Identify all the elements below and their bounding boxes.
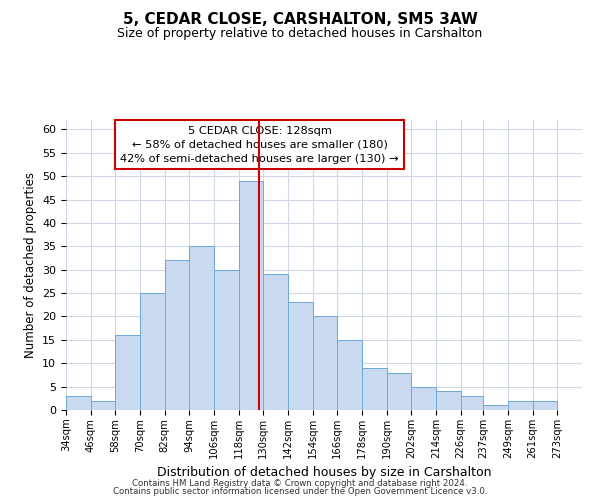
Bar (66, 396, 91, 410)
Bar (140, 293, 164, 410)
Text: Contains HM Land Registry data © Crown copyright and database right 2024.: Contains HM Land Registry data © Crown c… (132, 478, 468, 488)
Bar (533, 400, 557, 410)
Bar (387, 372, 412, 410)
Bar (337, 340, 362, 410)
Bar (362, 368, 387, 410)
Bar (214, 270, 239, 410)
Text: 5, CEDAR CLOSE, CARSHALTON, SM5 3AW: 5, CEDAR CLOSE, CARSHALTON, SM5 3AW (122, 12, 478, 28)
Bar (115, 335, 140, 410)
Bar (313, 316, 337, 410)
Bar (91, 400, 115, 410)
Text: Contains public sector information licensed under the Open Government Licence v3: Contains public sector information licen… (113, 487, 487, 496)
Bar (239, 181, 263, 410)
Y-axis label: Number of detached properties: Number of detached properties (23, 172, 37, 358)
Bar (461, 396, 484, 410)
Bar (412, 386, 436, 410)
Bar (484, 406, 508, 410)
Text: 5 CEDAR CLOSE: 128sqm
← 58% of detached houses are smaller (180)
42% of semi-det: 5 CEDAR CLOSE: 128sqm ← 58% of detached … (120, 126, 399, 164)
Bar (263, 274, 288, 410)
X-axis label: Distribution of detached houses by size in Carshalton: Distribution of detached houses by size … (157, 466, 491, 479)
Bar (508, 400, 533, 410)
Text: Size of property relative to detached houses in Carshalton: Size of property relative to detached ho… (118, 28, 482, 40)
Bar (288, 302, 313, 410)
Bar (190, 246, 214, 410)
Bar (164, 260, 190, 410)
Bar (436, 392, 461, 410)
